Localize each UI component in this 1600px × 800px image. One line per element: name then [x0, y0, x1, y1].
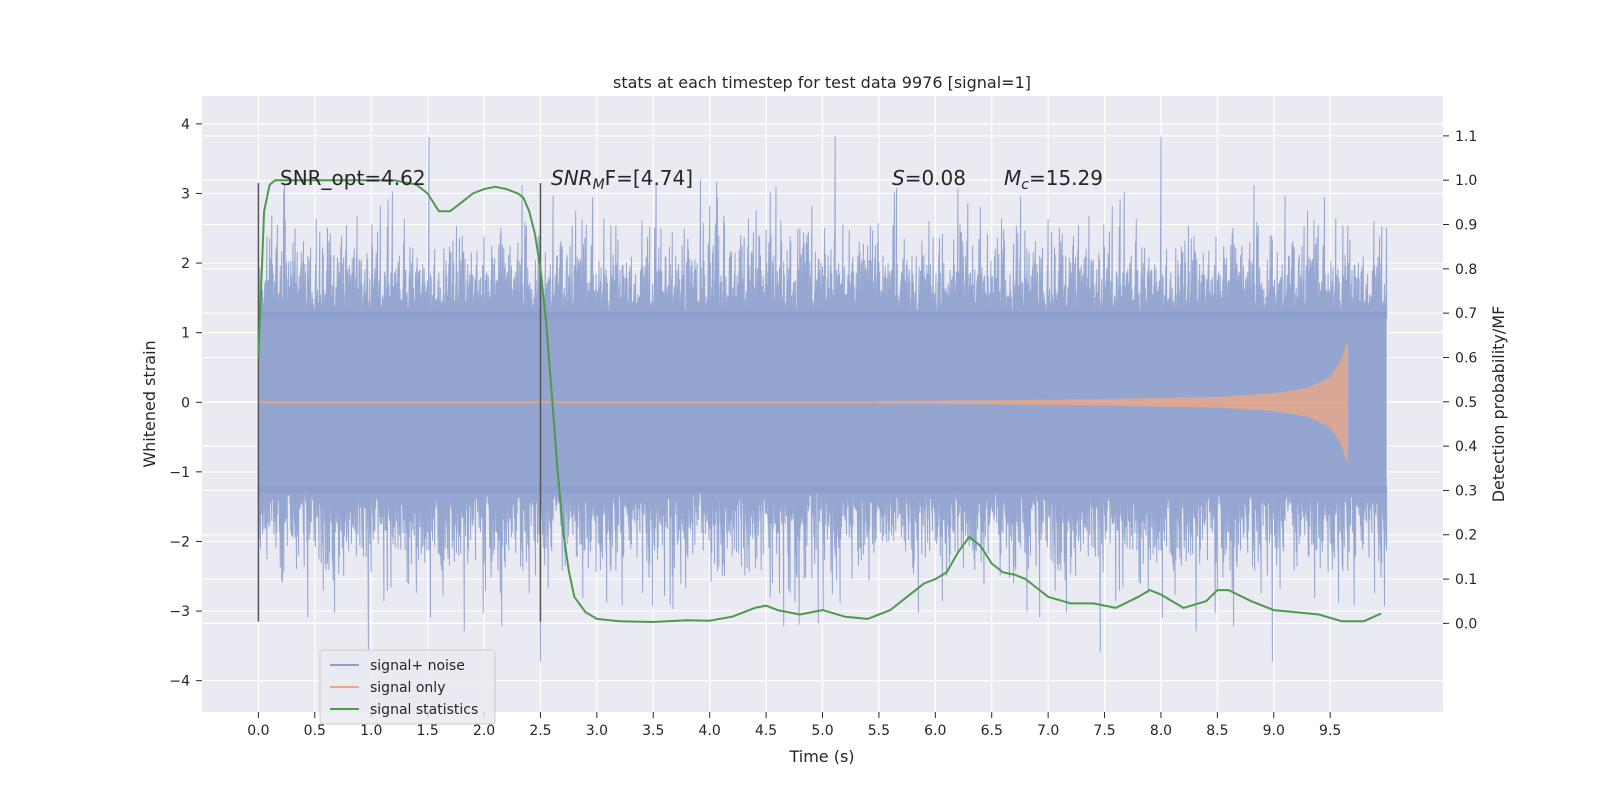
- s-value: =0.08: [905, 166, 966, 190]
- x-tick-label: 5.0: [811, 723, 833, 739]
- legend-label-stats: signal statistics: [370, 702, 478, 718]
- right-tick-label: 0.7: [1455, 306, 1477, 322]
- right-tick-label: 0.1: [1455, 572, 1477, 588]
- right-tick-label: 0.3: [1455, 483, 1477, 499]
- left-tick-label: −1: [169, 465, 190, 481]
- mc-symbol: M: [1004, 166, 1021, 190]
- left-axis-ticks: 4 3 2 1 0 −1 −2 −3 −4: [169, 117, 202, 690]
- left-tick-label: 2: [181, 256, 190, 272]
- signal-statistics-line: [257, 179, 1382, 623]
- x-tick-label: 8.5: [1206, 723, 1228, 739]
- x-tick-label: 1.5: [417, 723, 439, 739]
- legend-box: [319, 649, 496, 725]
- x-tick-label: 4.0: [699, 723, 721, 739]
- noise-lower-trace: [257, 485, 1388, 662]
- x-tick-label: 4.5: [755, 723, 777, 739]
- right-tick-label: 0.0: [1455, 616, 1477, 632]
- x-tick-label: 0.0: [247, 723, 269, 739]
- x-tick-label: 7.5: [1093, 723, 1115, 739]
- x-tick-label: 7.0: [1037, 723, 1059, 739]
- x-axis-ticks: 0.0 0.5 1.0 1.5 2.0 2.5 3.0 3.5 4.0 4.5 5.0 5.5 6.0 6…: [247, 712, 1341, 739]
- x-tick-label: 6.5: [981, 723, 1003, 739]
- x-axis-label: Time (s): [788, 747, 854, 766]
- signal-statistics-series: [257, 179, 1382, 623]
- y-axis-label-left: Whitened strain: [140, 340, 159, 467]
- y-axis-label-right: Detection probability/MF: [1489, 306, 1508, 503]
- left-tick-label: −4: [169, 674, 190, 690]
- legend-label-noise: signal+ noise: [370, 658, 465, 674]
- legend-label-signal: signal only: [370, 680, 445, 696]
- vertical-markers: [257, 183, 542, 622]
- right-tick-label: 0.5: [1455, 395, 1477, 411]
- left-tick-label: 3: [181, 186, 190, 202]
- snr-mf-value: F=[4.74]: [605, 166, 693, 190]
- x-tick-label: 8.0: [1150, 723, 1172, 739]
- right-tick-label: 0.9: [1455, 218, 1477, 234]
- right-tick-label: 0.6: [1455, 350, 1477, 366]
- x-tick-label: 3.5: [642, 723, 664, 739]
- x-tick-label: 2.0: [473, 723, 495, 739]
- mc-subscript: c: [1021, 177, 1029, 193]
- x-tick-label: 5.5: [868, 723, 890, 739]
- left-tick-label: 1: [181, 326, 190, 342]
- snr-mf-symbol: SNR: [551, 166, 593, 190]
- x-tick-label: 9.5: [1319, 723, 1341, 739]
- x-tick-label: 6.0: [924, 723, 946, 739]
- right-tick-label: 0.2: [1455, 528, 1477, 544]
- snr-mf-subscript: M: [593, 177, 605, 193]
- legend: signal+ noise signal only signal statist…: [319, 649, 496, 725]
- x-tick-label: 9.0: [1263, 723, 1285, 739]
- right-axis-ticks: 1.1 1.0 0.9 0.8 0.7 0.6 0.5 0.4 0.3 0.2 0.1 0.0: [1443, 129, 1477, 632]
- annotation-snr-mf: SNRMF=[4.74]: [551, 166, 693, 193]
- right-tick-label: 0.4: [1455, 439, 1477, 455]
- signal-only-series: [258, 342, 1348, 462]
- annotation-s: S=0.08: [892, 166, 966, 190]
- noise-upper-trace: [257, 136, 1388, 319]
- right-tick-label: 0.8: [1455, 262, 1477, 278]
- x-tick-label: 0.5: [304, 723, 326, 739]
- right-tick-label: 1.1: [1455, 129, 1477, 145]
- left-tick-label: −2: [169, 534, 190, 550]
- s-symbol: S: [892, 166, 905, 190]
- chart-title: stats at each timestep for test data 997…: [613, 73, 1031, 92]
- x-tick-label: 2.5: [529, 723, 551, 739]
- x-tick-label: 3.0: [586, 723, 608, 739]
- annotation-mc: Mc=15.29: [1004, 166, 1103, 193]
- mc-value: =15.29: [1029, 166, 1103, 190]
- left-tick-label: 0: [181, 395, 190, 411]
- annotation-snr-opt: SNR_opt=4.62: [280, 166, 426, 190]
- signal-chirp-envelope: [878, 342, 1348, 462]
- right-tick-label: 1.0: [1455, 173, 1477, 189]
- left-tick-label: 4: [181, 117, 190, 133]
- left-tick-label: −3: [169, 604, 190, 620]
- x-tick-label: 1.0: [360, 723, 382, 739]
